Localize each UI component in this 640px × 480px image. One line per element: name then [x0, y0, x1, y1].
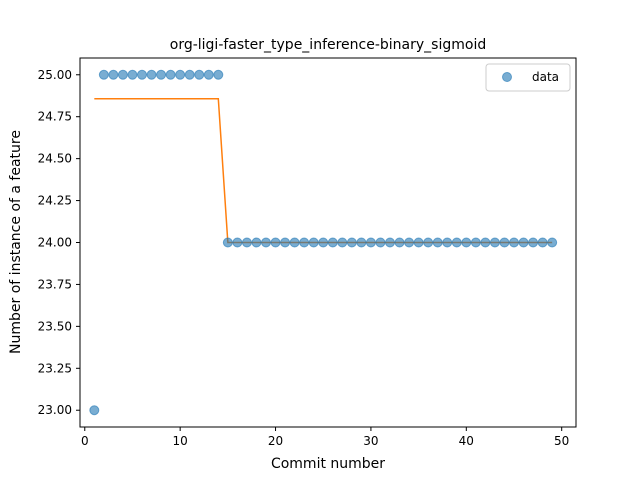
y-tick-label: 24.00	[38, 236, 72, 250]
data-point	[499, 237, 510, 248]
data-point	[327, 237, 338, 248]
data-point	[308, 237, 319, 248]
data-point	[518, 237, 529, 248]
data-point	[509, 237, 519, 248]
legend-box	[485, 63, 571, 92]
data-point	[127, 69, 138, 80]
x-tick-label: 0	[81, 434, 89, 448]
data-point	[175, 69, 186, 80]
data-point	[547, 237, 558, 248]
y-tick-label: 25.00	[38, 68, 72, 82]
data-point	[346, 237, 357, 248]
y-tick-label: 24.50	[38, 152, 72, 166]
data-point	[442, 237, 453, 248]
y-tick-label: 23.00	[38, 403, 72, 417]
data-point	[404, 237, 415, 248]
data-point	[241, 237, 252, 248]
data-point	[98, 69, 109, 80]
data-point	[222, 237, 233, 248]
data-point	[385, 237, 395, 248]
legend-marker	[502, 72, 512, 82]
data-point	[394, 237, 405, 248]
legend-label: data	[532, 70, 559, 84]
data-point	[451, 237, 462, 248]
data-point	[375, 237, 386, 248]
data-point	[137, 69, 147, 80]
y-tick-label: 23.50	[38, 319, 72, 333]
data-point	[203, 69, 214, 80]
data-point	[146, 69, 157, 80]
data-point	[432, 237, 443, 248]
data-point	[480, 237, 491, 248]
data-point	[184, 69, 195, 80]
data-point	[261, 237, 271, 248]
legend: data	[485, 63, 571, 92]
y-axis-label: Number of instance of a feature	[8, 130, 24, 354]
chart-title: org-ligi-faster_type_inference-binary_si…	[170, 37, 486, 53]
axes: 0 10 20 30 40 50 23.00 23.25 23.50 23.75 24.00 24.2…	[38, 57, 577, 448]
plot-area	[89, 69, 558, 416]
data-point	[270, 237, 281, 248]
data-point	[108, 69, 119, 80]
data-point	[318, 237, 329, 248]
data-point	[299, 237, 310, 248]
y-tick-label: 23.75	[38, 277, 72, 291]
data-point	[356, 237, 367, 248]
data-point	[489, 237, 500, 248]
data-point	[537, 237, 548, 248]
x-axis-label: Commit number	[271, 456, 385, 472]
x-tick-label: 30	[363, 434, 378, 448]
data-point	[280, 237, 291, 248]
data-point	[165, 69, 176, 80]
data-point	[289, 237, 300, 248]
x-tick-label: 40	[459, 434, 474, 448]
data-point	[251, 237, 262, 248]
x-tick-label: 20	[268, 434, 283, 448]
data-point	[461, 237, 472, 248]
x-tick-label: 10	[173, 434, 188, 448]
y-tick-label: 23.25	[38, 361, 72, 375]
data-point	[365, 237, 376, 248]
data-point	[194, 69, 205, 80]
y-tick-label: 24.75	[38, 110, 72, 124]
data-point	[470, 237, 481, 248]
data-point	[89, 405, 100, 416]
data-point	[232, 237, 243, 248]
data-point	[156, 69, 167, 80]
data-point	[413, 237, 424, 248]
data-point	[528, 237, 539, 248]
x-tick-label: 50	[554, 434, 569, 448]
y-tick-label: 24.25	[38, 194, 72, 208]
data-point	[213, 69, 224, 80]
data-point	[337, 237, 348, 248]
data-point	[117, 69, 128, 80]
data-point	[423, 237, 434, 248]
